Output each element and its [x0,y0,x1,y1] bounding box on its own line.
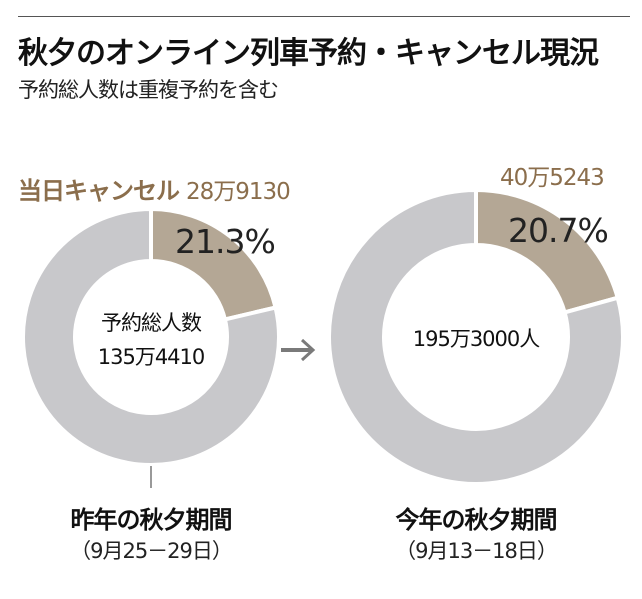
cancel-percent-this-year: 20.7% [508,211,609,250]
period-name: 今年の秋夕期間 [395,506,558,534]
cancel-count-last-year: 28万9130 [186,179,291,205]
period-dates: （9月25－29日） [70,539,233,563]
arrow-icon [281,338,316,362]
donut-this-year [327,187,625,486]
total-last-year: 予約総人数 135万4410 [81,306,221,374]
cancel-percent-last-year: 21.3% [175,222,276,261]
chart-subtitle: 予約総人数は重複予約を含む [18,78,279,102]
slice-other [21,206,281,467]
total-value: 135万4410 [97,345,206,369]
period-name: 昨年の秋夕期間 [70,506,233,534]
slice-other [327,187,625,486]
total-this-year: 195万3000人 [412,327,541,351]
period-this-year: 今年の秋夕期間 （9月13－18日） [376,500,576,565]
slice-cancel [474,187,621,315]
period-last-year: 昨年の秋夕期間 （9月25－29日） [51,500,251,565]
period-dates: （9月13－18日） [395,539,558,563]
chart-title: 秋夕のオンライン列車予約・キャンセル現況 [18,36,599,71]
total-label: 予約総人数 [101,311,202,335]
donut-last-year [21,206,281,467]
cancel-count-this-year: 40万5243 [500,165,605,191]
top-rule [18,16,630,17]
cancel-legend-label: 当日キャンセル [18,177,180,205]
